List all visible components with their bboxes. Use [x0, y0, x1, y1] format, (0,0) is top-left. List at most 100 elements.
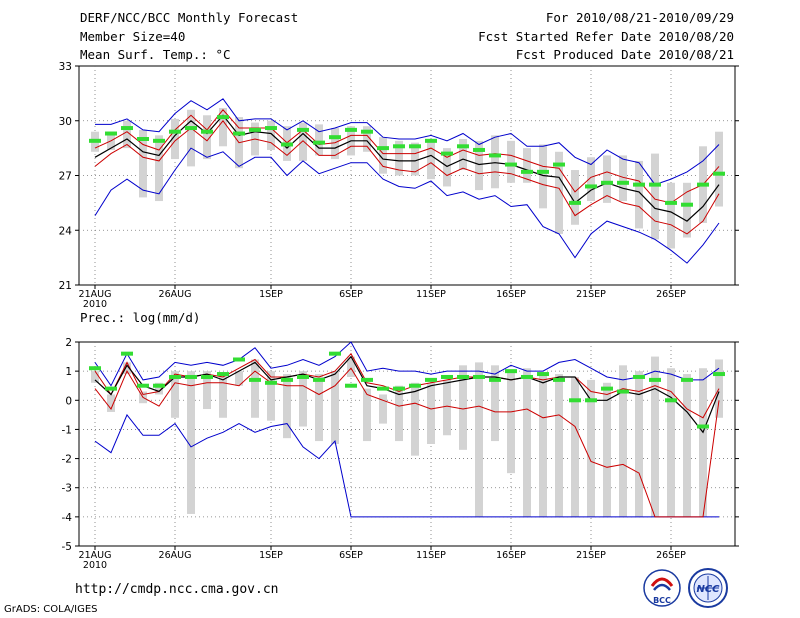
temp-observed-mark	[489, 153, 501, 158]
temp-spread-box	[139, 129, 147, 198]
temp-observed-mark	[649, 182, 661, 187]
temp-spread-box	[603, 155, 611, 203]
prec-spread-box	[91, 371, 99, 383]
prec-observed-mark	[217, 372, 229, 377]
temp-ytick-label: 30	[59, 116, 72, 128]
prec-observed-mark	[121, 351, 133, 356]
temp-observed-mark	[121, 126, 133, 131]
prec-observed-mark	[249, 377, 261, 382]
temp-spread-box	[635, 160, 643, 229]
prec-ytick-label: 0	[65, 395, 72, 407]
temp-observed-mark	[425, 138, 437, 143]
temp-spread-box	[523, 148, 531, 183]
prec-xtick-label: 26SEP	[656, 550, 686, 561]
prec-spread-box	[699, 368, 707, 517]
prec-observed-mark	[441, 374, 453, 379]
temp-xtick-label: 26AUG	[159, 289, 192, 300]
temp-observed-mark	[201, 129, 213, 134]
temp-spread-box	[299, 122, 307, 161]
footer-url[interactable]: http://cmdp.ncc.cma.gov.cn	[75, 582, 279, 597]
prec-xtick-label: 16SEP	[496, 550, 526, 561]
prec-observed-mark	[697, 424, 709, 429]
prec-spread-box	[411, 382, 419, 456]
prec-spread-box	[299, 371, 307, 427]
prec-ytick-label: -2	[62, 454, 72, 466]
prec-ytick-label: 1	[65, 366, 72, 378]
prec-ytick-label: -1	[62, 424, 72, 436]
ncc-logo-text: NCC	[696, 584, 720, 595]
temp-upper-line	[94, 109, 720, 204]
temp-observed-mark	[521, 169, 533, 174]
prec-observed-mark	[473, 374, 485, 379]
temp-spread-box	[507, 140, 515, 183]
temp-observed-mark	[153, 138, 165, 143]
prec-observed-mark	[297, 374, 309, 379]
prec-spread-box	[155, 382, 163, 395]
temp-observed-mark	[281, 142, 293, 147]
temp-observed-mark	[137, 137, 149, 141]
temp-xtick-label: 21AUG	[79, 289, 112, 300]
temp-observed-mark	[601, 180, 613, 185]
prec-observed-mark	[313, 377, 325, 382]
temp-observed-mark	[329, 135, 341, 140]
temp-observed-mark	[713, 171, 725, 176]
prec-spread-box	[235, 371, 243, 386]
prec-lower-line	[94, 367, 720, 518]
temp-observed-mark	[233, 131, 245, 136]
prec-mean-line	[94, 355, 720, 434]
header-forecast-period: For 2010/08/21-2010/09/29	[545, 10, 734, 25]
footer-credit: GrADS: COLA/IGES	[4, 604, 98, 615]
temp-spread-box	[187, 109, 195, 167]
temp-observed-mark	[377, 146, 389, 151]
temp-observed-mark	[681, 202, 693, 207]
temp-observed-mark	[265, 126, 277, 131]
temp-spread-box	[651, 153, 659, 240]
prec-spread-box	[267, 371, 275, 421]
temp-spread-box	[459, 139, 467, 171]
temp-spread-box	[203, 115, 211, 160]
temp-observed-mark	[393, 144, 405, 149]
temp-observed-mark	[537, 169, 549, 174]
prec-observed-mark	[137, 383, 149, 388]
prec-xtick-label: 21AUG	[79, 550, 112, 561]
temp-observed-mark	[105, 131, 117, 136]
temp-xtick-label: 1SEP	[259, 289, 283, 300]
temp-observed-mark	[185, 126, 197, 131]
prec-observed-mark	[489, 377, 501, 382]
prec-observed-mark	[633, 374, 645, 379]
prec-spread-box	[187, 371, 195, 514]
temp-observed-mark	[569, 200, 581, 205]
temp-observed-mark	[585, 184, 597, 189]
prec-xtick-label: 1SEP	[259, 550, 283, 561]
ncc-logo: NCC	[684, 566, 732, 610]
prec-spread-box	[315, 374, 323, 442]
temp-max-line	[95, 98, 720, 186]
temp-spread-box	[379, 137, 387, 174]
prec-spread-box	[171, 371, 179, 418]
prec-observed-mark	[377, 386, 389, 391]
temp-observed-mark	[361, 129, 373, 134]
temp-spread-box	[443, 148, 451, 187]
temp-mean-line	[94, 114, 720, 222]
temp-xtick-label: 6SEP	[339, 289, 363, 300]
prec-observed-mark	[601, 386, 613, 391]
prec-spread-box	[635, 371, 643, 517]
temp-xtick-label: 21SEP	[576, 289, 606, 300]
prec-observed-mark	[281, 377, 293, 382]
prec-observed-mark	[505, 369, 517, 374]
temp-spread-box	[555, 151, 563, 234]
prec-spread-box	[443, 379, 451, 436]
prec-observed-mark	[169, 374, 181, 379]
temp-observed-mark	[473, 147, 485, 152]
temp-observed-mark	[505, 162, 517, 167]
temp-spread-box	[331, 128, 339, 160]
prec-observed-mark	[105, 386, 117, 391]
prec-spread-box	[555, 374, 563, 517]
prec-observed-mark	[185, 374, 197, 379]
prec-ytick-label: -5	[62, 541, 72, 553]
prec-xtick-label: 6SEP	[339, 550, 363, 561]
prec-xtick-label: 21SEP	[576, 550, 606, 561]
prec-observed-mark	[617, 389, 629, 394]
temp-spread-box	[539, 144, 547, 209]
